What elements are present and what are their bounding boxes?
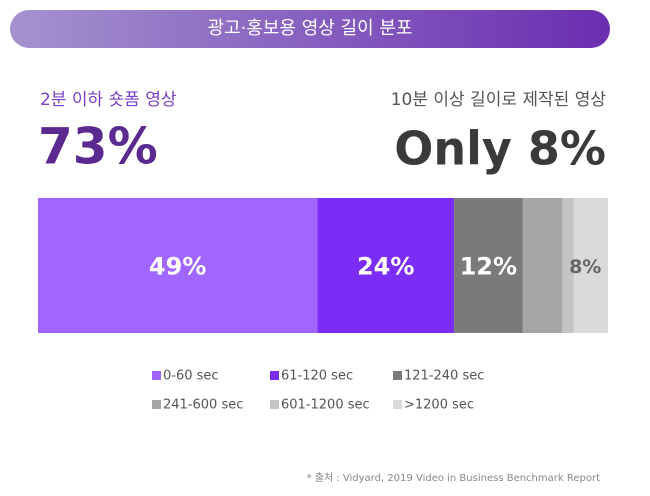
legend-label: 121-240 sec <box>404 369 484 384</box>
data-label: 12% <box>460 253 517 281</box>
bar-segment <box>522 198 563 333</box>
headline-right-text: 10분 이상 길이로 제작된 영상 <box>391 90 607 110</box>
legend-marker <box>152 400 161 409</box>
legend-marker <box>393 400 402 409</box>
headline-right-figure: Only 8% <box>394 122 606 176</box>
legend-marker <box>152 371 161 380</box>
legend-label: 61-120 sec <box>281 369 353 384</box>
legend-label: 0-60 sec <box>163 369 219 384</box>
chart-title: 광고·홍보용 영상 길이 분포 <box>207 18 412 39</box>
annotation: 8% <box>569 256 601 278</box>
bar-segment <box>573 198 608 333</box>
title-banner <box>10 10 610 48</box>
bar-segment <box>317 198 455 333</box>
legend-label: >1200 sec <box>404 398 474 413</box>
source: * 출처 : Vidyard, 2019 Video in Business B… <box>307 472 600 484</box>
legend-label: 601-1200 sec <box>281 398 370 413</box>
data-label: 24% <box>357 253 414 281</box>
legend-marker <box>270 371 279 380</box>
bar-segment <box>562 198 574 333</box>
legend-label: 241-600 sec <box>163 398 243 413</box>
headline-left-text: 2분 이하 숏폼 영상 <box>40 90 177 110</box>
headline-left-figure: 73% <box>38 118 158 176</box>
bar-segment <box>454 198 523 333</box>
legend-marker <box>393 371 402 380</box>
legend-marker <box>270 400 279 409</box>
data-label: 49% <box>149 253 206 281</box>
bar-segment <box>38 198 318 333</box>
